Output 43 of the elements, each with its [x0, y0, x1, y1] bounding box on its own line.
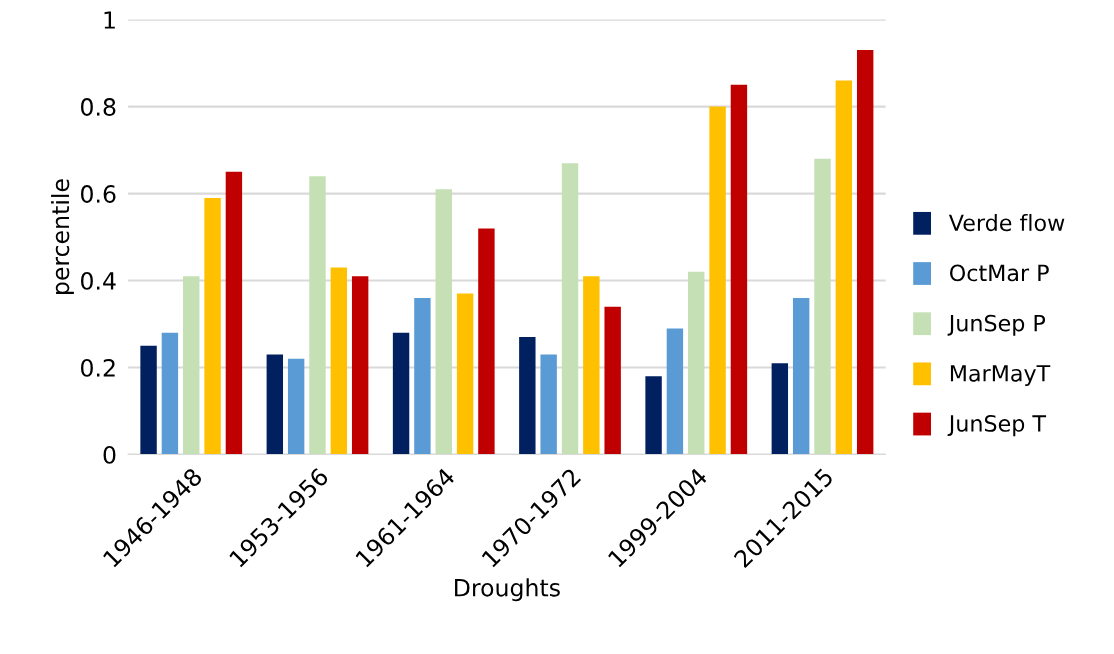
y-tick-label: 0 [103, 445, 116, 464]
bar [140, 345, 157, 455]
bar [266, 354, 284, 455]
bar [540, 354, 557, 455]
y-tick-label: 0.4 [81, 272, 116, 290]
bar [287, 358, 305, 455]
bar [204, 197, 221, 455]
bar [856, 50, 874, 455]
bar [561, 163, 579, 455]
bar [814, 158, 831, 455]
bar [183, 276, 200, 455]
bar [645, 376, 662, 455]
bar [688, 271, 705, 455]
bar [330, 267, 348, 455]
bar [519, 337, 536, 455]
legend-label: JunSep T [947, 415, 1047, 437]
legend-label: Verde flow [948, 213, 1065, 232]
bar [392, 332, 410, 455]
bar [309, 176, 326, 455]
bar [792, 297, 810, 455]
bar [835, 80, 853, 455]
bar [456, 293, 474, 455]
bar [435, 189, 452, 455]
bar [225, 171, 243, 455]
legend-label: MarMayT [950, 365, 1051, 386]
bar [604, 306, 621, 455]
bar [730, 84, 748, 455]
bar [161, 332, 179, 455]
bar [709, 106, 726, 455]
y-tick-label: 1 [104, 11, 115, 29]
bar [478, 228, 495, 455]
legend-label: OctMar P [950, 264, 1049, 282]
x-axis-title: Droughts [455, 578, 560, 602]
y-tick-label: 0.6 [81, 185, 116, 203]
y-axis-title: percentile [51, 179, 74, 294]
legend-label: JunSep P [947, 314, 1046, 336]
bar [414, 297, 431, 455]
bar [583, 276, 600, 455]
bar [771, 363, 789, 455]
bar [666, 328, 684, 455]
bar [351, 276, 369, 455]
y-tick-label: 0.2 [81, 358, 115, 377]
y-tick-label: 0.8 [81, 98, 116, 116]
